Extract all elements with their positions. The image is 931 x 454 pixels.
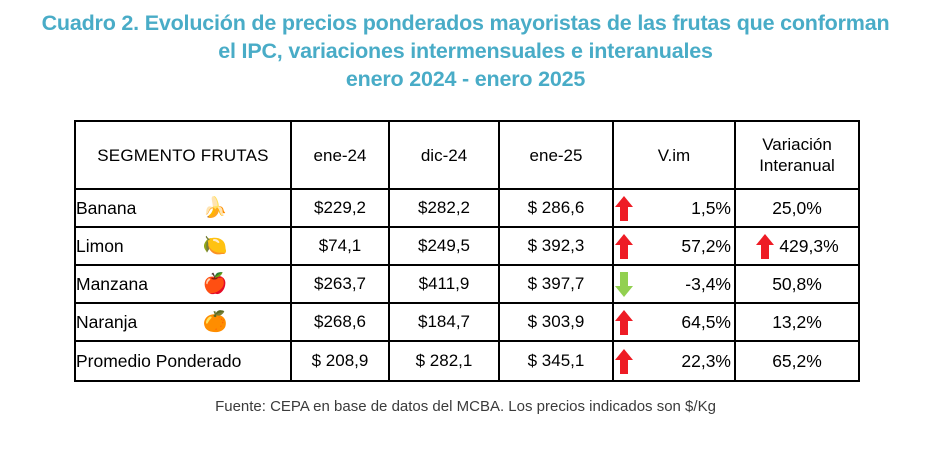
cell-variacion-interanual: 429,3% bbox=[734, 226, 860, 266]
cell-segment: Banana 🍌 bbox=[74, 188, 292, 228]
table-header-row: SEGMENTO FRUTAS ene-24 dic-24 ene-25 V.i… bbox=[74, 120, 860, 190]
cell-segment: Limon 🍋 bbox=[74, 226, 292, 266]
cell-segment: Naranja 🍊 bbox=[74, 302, 292, 342]
segment-name: Naranja bbox=[76, 311, 138, 332]
price-table-container: SEGMENTO FRUTAS ene-24 dic-24 ene-25 V.i… bbox=[74, 120, 860, 382]
table-row: Manzana 🍎 $263,7 $411,9 $ 397,7 -3,4% 50,8% bbox=[74, 264, 860, 304]
segment-name: Promedio Ponderado bbox=[76, 350, 242, 371]
cell-price-ene24: $ 208,9 bbox=[290, 340, 390, 382]
arrow-up-icon bbox=[614, 309, 634, 336]
cell-vim: 64,5% bbox=[612, 302, 736, 342]
column-header-ene25: ene-25 bbox=[498, 120, 614, 190]
cell-variacion-interanual: 65,2% bbox=[734, 340, 860, 382]
cell-price-ene25: $ 397,7 bbox=[498, 264, 614, 304]
cell-price-ene25: $ 303,9 bbox=[498, 302, 614, 342]
cell-vim: 57,2% bbox=[612, 226, 736, 266]
cell-vim: 22,3% bbox=[612, 340, 736, 382]
vim-value: -3,4% bbox=[685, 273, 731, 294]
column-header-vim: V.im bbox=[612, 120, 736, 190]
table-row: Promedio Ponderado $ 208,9 $ 282,1 $ 345,1 2… bbox=[74, 340, 860, 382]
arrow-up-icon bbox=[614, 348, 634, 375]
table-row: Banana 🍌 $229,2 $282,2 $ 286,6 1,5% 25,0% bbox=[74, 188, 860, 228]
cell-vim: 1,5% bbox=[612, 188, 736, 228]
cell-price-ene25: $ 345,1 bbox=[498, 340, 614, 382]
table-row: Limon 🍋 $74,1 $249,5 $ 392,3 57,2% 429,3% bbox=[74, 226, 860, 266]
column-header-segment: SEGMENTO FRUTAS bbox=[74, 120, 292, 190]
page-title-line-3: enero 2024 - enero 2025 bbox=[345, 67, 586, 91]
arrow-up-icon bbox=[755, 233, 775, 260]
column-header-variacion-interanual: Variación Interanual bbox=[734, 120, 860, 190]
cell-price-dic24: $282,2 bbox=[388, 188, 500, 228]
segment-name: Banana bbox=[76, 197, 137, 218]
cell-vim: -3,4% bbox=[612, 264, 736, 304]
cell-price-dic24: $184,7 bbox=[388, 302, 500, 342]
cell-price-ene24: $268,6 bbox=[290, 302, 390, 342]
cell-price-ene24: $263,7 bbox=[290, 264, 390, 304]
cell-segment: Promedio Ponderado bbox=[74, 340, 292, 382]
cell-variacion-interanual: 13,2% bbox=[734, 302, 860, 342]
variacion-interanual-value: 25,0% bbox=[772, 197, 822, 218]
arrow-up-icon bbox=[614, 195, 634, 222]
cell-variacion-interanual: 25,0% bbox=[734, 188, 860, 228]
cell-price-ene25: $ 286,6 bbox=[498, 188, 614, 228]
vim-value: 22,3% bbox=[681, 350, 731, 371]
cell-price-dic24: $249,5 bbox=[388, 226, 500, 266]
cell-price-ene24: $74,1 bbox=[290, 226, 390, 266]
lemon-icon: 🍋 bbox=[202, 235, 228, 257]
table-row: Naranja 🍊 $268,6 $184,7 $ 303,9 64,5% 13,2% bbox=[74, 302, 860, 342]
table-header: SEGMENTO FRUTAS ene-24 dic-24 ene-25 V.i… bbox=[74, 120, 860, 190]
column-header-ene24: ene-24 bbox=[290, 120, 390, 190]
vim-value: 57,2% bbox=[681, 235, 731, 256]
banana-icon: 🍌 bbox=[202, 197, 228, 219]
cell-segment: Manzana 🍎 bbox=[74, 264, 292, 304]
cell-price-ene25: $ 392,3 bbox=[498, 226, 614, 266]
orange-icon: 🍊 bbox=[202, 311, 228, 333]
variacion-interanual-value: 13,2% bbox=[772, 311, 822, 332]
vim-value: 1,5% bbox=[691, 197, 731, 218]
variacion-interanual-value: 429,3% bbox=[779, 235, 839, 256]
cell-price-ene24: $229,2 bbox=[290, 188, 390, 228]
segment-name: Manzana bbox=[76, 273, 148, 294]
column-header-dic24: dic-24 bbox=[388, 120, 500, 190]
apple-icon: 🍎 bbox=[202, 273, 228, 295]
cell-variacion-interanual: 50,8% bbox=[734, 264, 860, 304]
page-title-line-2: el IPC, variaciones intermensuales e int… bbox=[218, 39, 713, 63]
source-note: Fuente: CEPA en base de datos del MCBA. … bbox=[215, 398, 716, 415]
page-title: Cuadro 2. Evolución de precios ponderado… bbox=[0, 0, 931, 93]
arrow-down-icon bbox=[614, 271, 634, 298]
table-body: Banana 🍌 $229,2 $282,2 $ 286,6 1,5% 25,0% Limon… bbox=[74, 188, 860, 382]
cell-price-dic24: $411,9 bbox=[388, 264, 500, 304]
column-header-variacion-line-2: Interanual bbox=[759, 156, 835, 175]
cell-price-dic24: $ 282,1 bbox=[388, 340, 500, 382]
segment-name: Limon bbox=[76, 235, 124, 256]
fruit-price-table: SEGMENTO FRUTAS ene-24 dic-24 ene-25 V.i… bbox=[74, 120, 860, 382]
variacion-interanual-value: 50,8% bbox=[772, 273, 822, 294]
variacion-interanual-value: 65,2% bbox=[772, 350, 822, 371]
column-header-variacion-line-1: Variación bbox=[762, 135, 832, 154]
vim-value: 64,5% bbox=[681, 311, 731, 332]
page-title-line-1: Cuadro 2. Evolución de precios ponderado… bbox=[41, 11, 890, 35]
arrow-up-icon bbox=[614, 233, 634, 260]
